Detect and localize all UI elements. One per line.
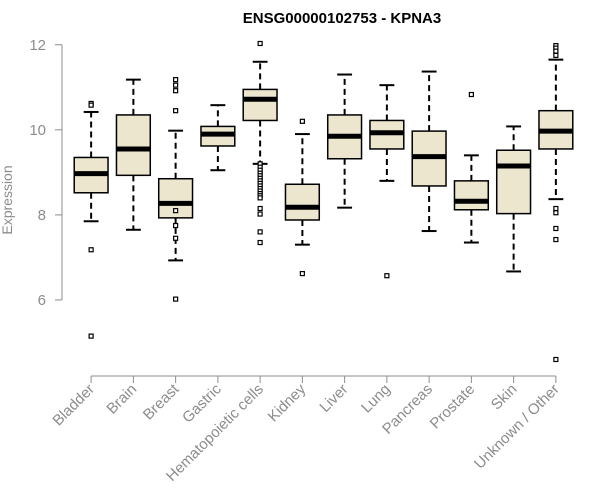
outlier-point: [553, 225, 559, 232]
x-tick-label: Lung: [358, 381, 394, 417]
x-tick-label: Kidney: [265, 380, 310, 425]
x-tick-label: Prostate: [427, 381, 479, 433]
y-tick-label: 12: [29, 37, 46, 54]
outlier-point: [173, 296, 179, 302]
outlier-point: [88, 333, 94, 339]
x-tick-label: Brain: [103, 381, 140, 418]
outlier-point: [173, 82, 179, 88]
iqr-box: [284, 183, 321, 221]
box-kidney: [284, 118, 321, 277]
outlier-point: [299, 270, 305, 277]
outlier-point: [553, 356, 559, 363]
x-tick-label: Bladder: [49, 381, 98, 430]
y-axis-label: Expression: [0, 165, 15, 234]
outlier-point: [173, 222, 179, 229]
outlier-point: [257, 205, 263, 212]
outlier-point: [257, 40, 263, 47]
y-tick-label: 8: [38, 207, 46, 224]
outlier-point: [173, 77, 179, 83]
box-bladder: [73, 100, 109, 339]
outlier-point: [553, 210, 559, 216]
box-breast: [157, 77, 194, 302]
box-liver: [326, 73, 363, 209]
x-tick-label: Skin: [488, 381, 521, 414]
iqr-box: [453, 180, 490, 211]
y-tick-label: 10: [29, 122, 46, 139]
outlier-point: [553, 48, 559, 54]
outlier-point: [553, 236, 559, 243]
chart-title: ENSG00000102753 - KPNA3: [243, 10, 441, 27]
iqr-box: [115, 114, 152, 177]
box-pancreas: [411, 70, 447, 233]
y-tick-label: 6: [38, 292, 46, 309]
outlier-point: [173, 208, 179, 214]
x-tick-label: Liver: [316, 381, 351, 416]
box-prostate: [453, 91, 490, 244]
box-brain: [115, 78, 152, 231]
box-hematopoietic-cells: [242, 40, 278, 246]
box-lung: [369, 84, 405, 279]
box-unknown-other: [538, 43, 574, 363]
outlier-point: [299, 118, 305, 124]
box-gastric: [200, 104, 236, 172]
outlier-point: [468, 91, 474, 98]
outlier-point: [257, 229, 263, 235]
iqr-box: [495, 149, 532, 215]
outlier-point: [553, 52, 559, 58]
outlier-point: [88, 247, 94, 253]
y-axis: 6 8 10 12: [29, 37, 63, 309]
boxes-group: [73, 40, 574, 363]
outlier-point: [173, 108, 179, 114]
iqr-box: [242, 88, 278, 122]
outlier-point: [257, 195, 263, 201]
outlier-point: [173, 235, 179, 241]
outlier-point: [257, 211, 263, 217]
outlier-point: [88, 102, 94, 108]
x-tick-label: Breast: [140, 380, 183, 423]
outlier-point: [384, 273, 390, 279]
outlier-point: [257, 239, 263, 246]
outlier-point: [173, 88, 179, 94]
outlier-point: [553, 205, 559, 212]
box-skin: [495, 125, 532, 273]
